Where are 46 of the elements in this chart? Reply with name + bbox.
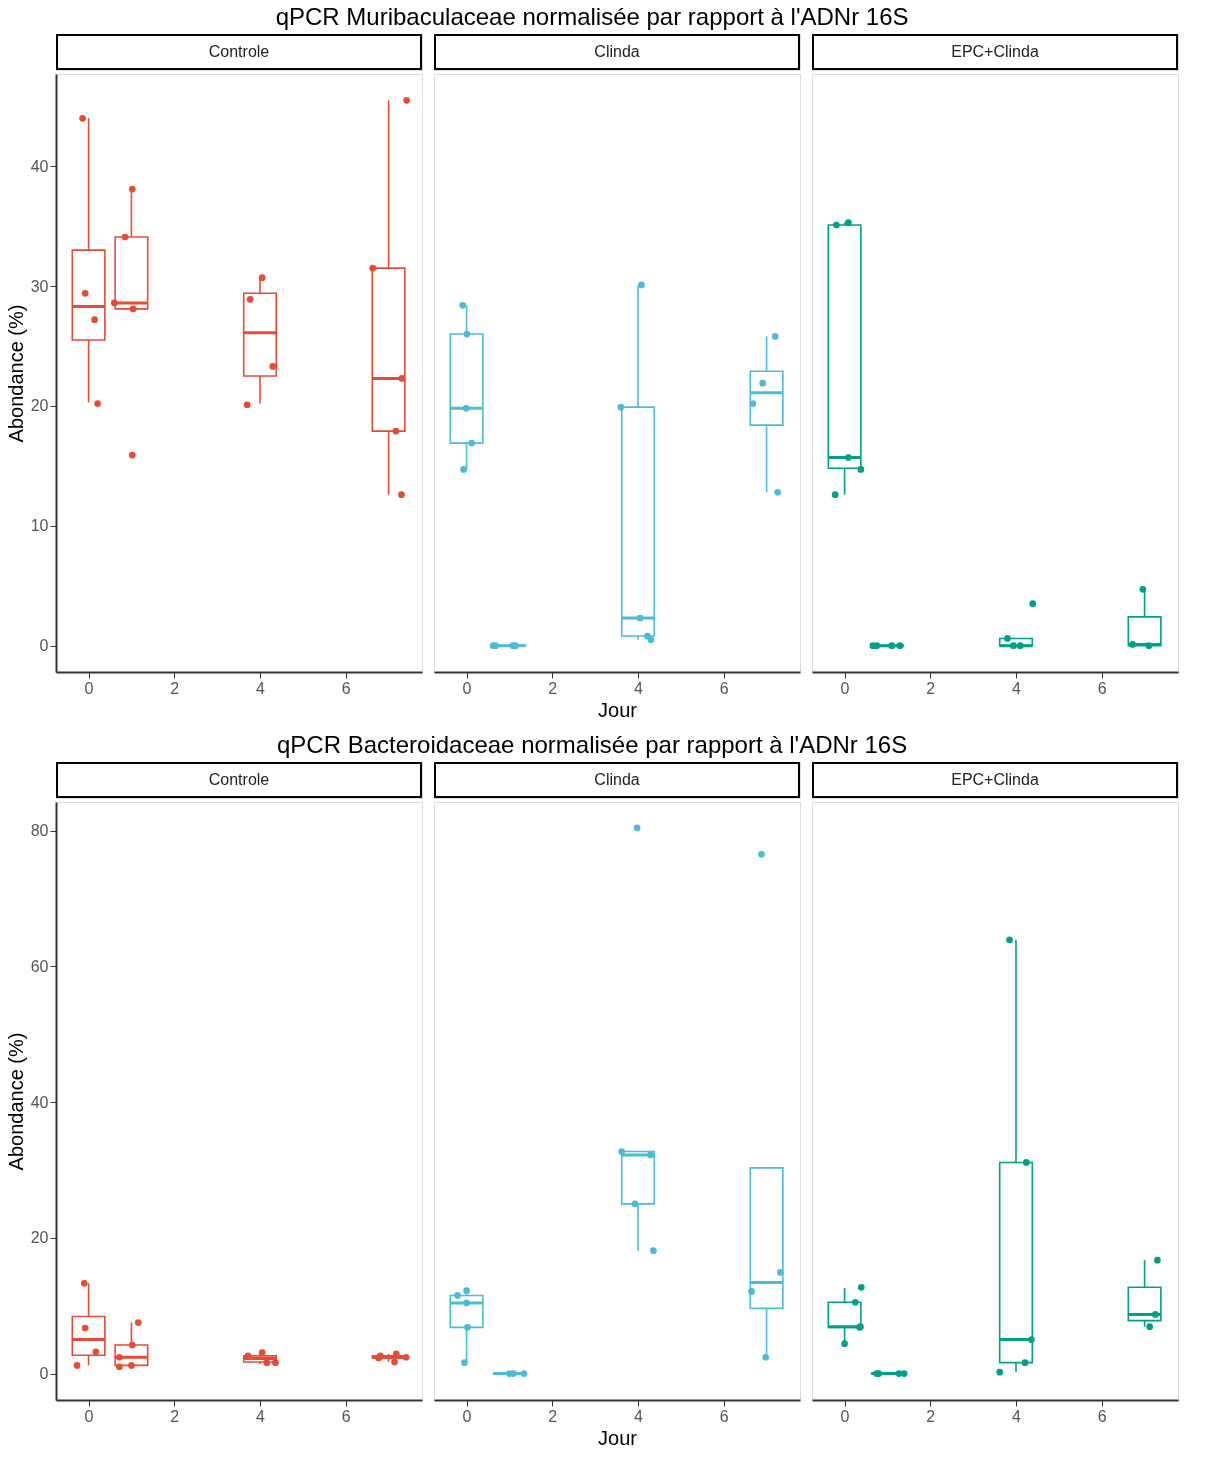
x-tick-label: 4 — [634, 1407, 644, 1425]
y-tick-label: 20 — [30, 1229, 49, 1247]
y-tick-label: 40 — [30, 1093, 49, 1111]
x-tick-label: 0 — [462, 1407, 472, 1425]
x-tick-label: 0 — [462, 679, 472, 697]
chart-subtitle: Clinda — [594, 43, 640, 60]
y-tick-label: 80 — [30, 822, 49, 840]
x-tick-label: 6 — [341, 1407, 351, 1425]
x-axis-title: Jour — [598, 698, 638, 721]
y-tick-label: 0 — [39, 637, 49, 655]
chart-subtitle: EPC+Clinda — [951, 771, 1039, 788]
x-tick-label: 2 — [170, 679, 180, 697]
x-tick-label: 2 — [926, 679, 936, 697]
y-tick-label: 40 — [30, 157, 49, 175]
chart-subtitle: Clinda — [594, 771, 640, 788]
x-tick-label: 4 — [1012, 679, 1022, 697]
x-tick-label: 6 — [719, 679, 729, 697]
x-tick-label: 4 — [256, 1407, 266, 1425]
x-tick-label: 2 — [548, 1407, 558, 1425]
y-tick-label: 10 — [30, 517, 49, 535]
x-tick-label: 0 — [84, 1407, 94, 1425]
x-tick-label: 4 — [256, 679, 266, 697]
chart-subtitle: Controle — [208, 771, 270, 788]
x-tick-label: 4 — [634, 679, 644, 697]
x-tick-label: 6 — [341, 679, 351, 697]
chart-title: qPCR Muribaculaceae normalisée par rapport à l'ADNr 16S — [275, 2, 909, 30]
x-tick-label: 0 — [840, 679, 850, 697]
y-tick-label: 0 — [39, 1365, 49, 1383]
chart-subtitle: Controle — [208, 43, 270, 60]
x-tick-label: 2 — [170, 1407, 180, 1425]
y-tick-label: 60 — [30, 957, 49, 975]
x-tick-label: 6 — [1097, 679, 1107, 697]
x-tick-label: 0 — [84, 679, 94, 697]
x-tick-label: 4 — [1012, 1407, 1022, 1425]
chart-subtitle: EPC+Clinda — [951, 43, 1039, 60]
x-tick-label: 2 — [926, 1407, 936, 1425]
x-tick-label: 2 — [548, 679, 558, 697]
x-axis-title: Jour — [598, 1426, 638, 1449]
x-tick-label: 6 — [719, 1407, 729, 1425]
y-axis-title: Abondance (%) — [4, 1032, 27, 1171]
y-tick-label: 20 — [30, 397, 49, 415]
x-tick-label: 0 — [840, 1407, 850, 1425]
y-axis-title: Abondance (%) — [4, 304, 27, 443]
x-tick-label: 6 — [1097, 1407, 1107, 1425]
chart-title: qPCR Bacteroidaceae normalisée par rapport à l'ADNr 16S — [276, 730, 908, 758]
y-tick-label: 30 — [30, 277, 49, 295]
